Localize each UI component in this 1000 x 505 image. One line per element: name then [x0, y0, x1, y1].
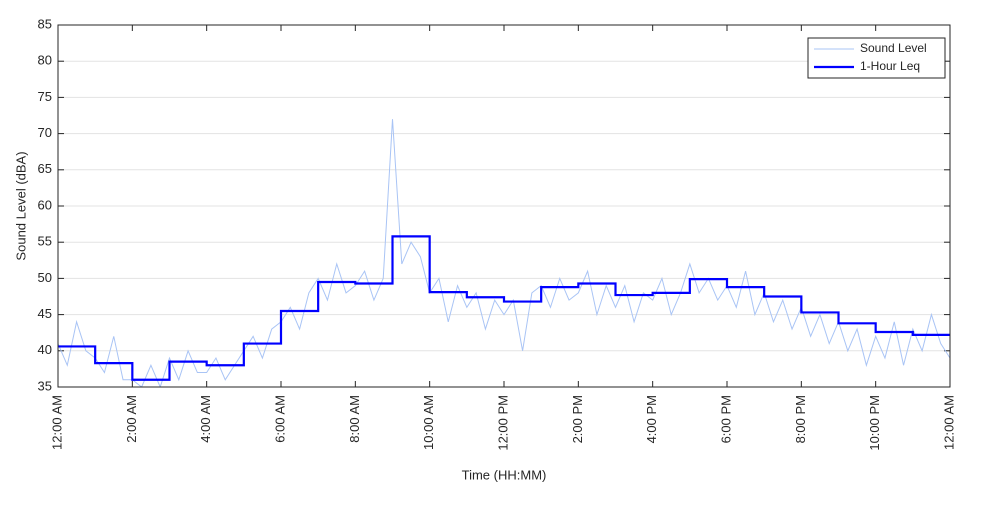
legend-label: Sound Level: [860, 41, 927, 55]
x-tick-label: 6:00 PM: [718, 395, 733, 443]
y-axis-label: Sound Level (dBA): [13, 151, 28, 260]
x-tick-label: 12:00 PM: [495, 395, 510, 451]
x-tick-label: 2:00 PM: [570, 395, 585, 443]
y-tick-label: 40: [38, 342, 52, 357]
x-tick-label: 4:00 PM: [644, 395, 659, 443]
x-tick-label: 10:00 AM: [421, 395, 436, 450]
y-tick-label: 70: [38, 125, 52, 140]
x-tick-label: 8:00 AM: [347, 395, 362, 443]
y-tick-label: 50: [38, 270, 52, 285]
x-tick-label: 8:00 PM: [793, 395, 808, 443]
x-tick-label: 4:00 AM: [198, 395, 213, 443]
x-tick-label: 12:00 AM: [941, 395, 956, 450]
y-tick-label: 35: [38, 378, 52, 393]
x-axis-label: Time (HH:MM): [462, 467, 547, 482]
plot-lines: [58, 119, 950, 387]
x-tick-label: 2:00 AM: [124, 395, 139, 443]
x-tick-label: 10:00 PM: [867, 395, 882, 451]
y-tick-label: 65: [38, 161, 52, 176]
plot-frame: [57, 24, 951, 388]
y-tick-label: 55: [38, 234, 52, 249]
x-tick-label: 6:00 AM: [272, 395, 287, 443]
y-tick-label: 45: [38, 306, 52, 321]
y-tick-label: 85: [38, 16, 52, 31]
series-line: [58, 235, 950, 381]
y-tick-label: 80: [38, 53, 52, 68]
y-tick-label: 60: [38, 197, 52, 212]
legend: [807, 37, 946, 79]
x-tick-label: 12:00 AM: [49, 395, 64, 450]
legend-label: 1-Hour Leq: [860, 59, 920, 73]
y-tick-label: 75: [38, 89, 52, 104]
